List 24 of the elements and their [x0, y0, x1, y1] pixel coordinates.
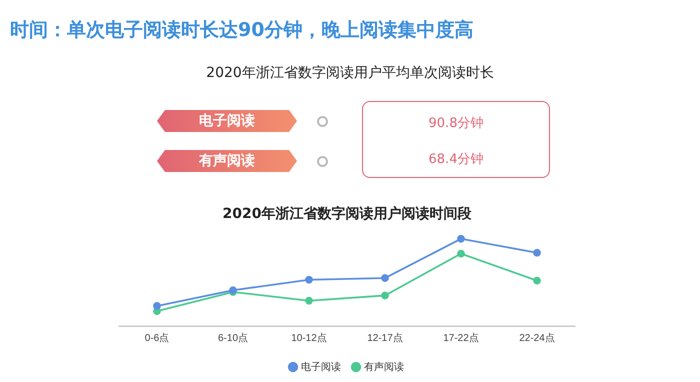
x-tick-label: 12-17点 — [367, 332, 403, 344]
point — [381, 292, 389, 300]
legend-label: 电子阅读 — [301, 360, 341, 373]
category-label: 电子阅读 — [157, 110, 297, 132]
x-tick-label: 0-6点 — [144, 332, 170, 344]
chart-title: 2020年浙江省数字阅读用户阅读时间段 — [222, 205, 472, 222]
legend-label: 有声阅读 — [364, 360, 404, 373]
point — [305, 296, 313, 305]
x-tick-label: 6-10点 — [218, 332, 248, 344]
x-tick-label: 22-24点 — [519, 332, 555, 344]
x-tick-label: 10-12点 — [291, 332, 327, 344]
point — [533, 276, 541, 285]
text: 68.4分钟 — [428, 152, 484, 167]
point — [305, 276, 313, 284]
text: 时间：单次电子阅读时长达90分钟，晚上阅读集中度高 — [10, 18, 474, 43]
point — [457, 250, 465, 258]
category-label: 有声阅读 — [157, 150, 297, 172]
point — [457, 234, 465, 243]
text: 90.8分钟 — [428, 116, 484, 131]
text: 2020年浙江省数字阅读用户平均单次阅读时长 — [205, 64, 495, 82]
x-tick-label: 17-22点 — [443, 332, 479, 344]
point — [153, 302, 161, 310]
point — [381, 274, 389, 282]
point — [533, 248, 541, 257]
